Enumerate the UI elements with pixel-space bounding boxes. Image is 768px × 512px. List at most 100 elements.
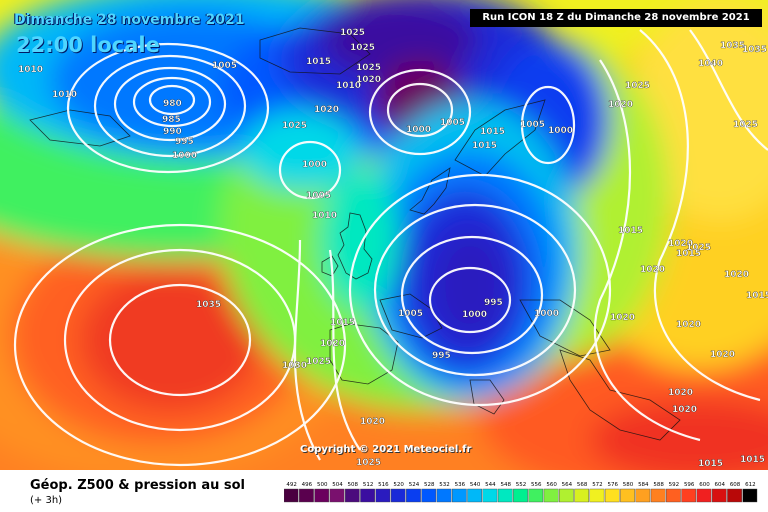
scale-tick-label: 560	[546, 482, 557, 488]
isobar-label: 1015	[676, 249, 701, 259]
isobar-label: 1005	[398, 309, 423, 319]
scale-swatch	[513, 488, 528, 503]
scale-swatch	[604, 488, 620, 503]
legend-title: Géop. Z500 & pression au sol	[30, 478, 245, 493]
scale-swatch	[620, 488, 635, 503]
scale-swatch	[650, 488, 666, 503]
isobar-label: 995	[432, 351, 451, 361]
isobar-label: 1015	[740, 455, 765, 465]
isobar-label: 1015	[472, 141, 497, 151]
isobar-label: 1000	[302, 160, 327, 170]
scale-tick-label: 500	[317, 482, 328, 488]
scale-swatch	[574, 488, 590, 503]
copyright-notice: Copyright © 2021 Meteociel.fr	[300, 444, 472, 455]
scale-swatch	[681, 488, 697, 503]
isobar-label: 1010	[312, 211, 337, 221]
scale-swatch	[314, 488, 330, 503]
isobar-label: 1015	[698, 459, 723, 469]
scale-tick-label: 548	[500, 482, 511, 488]
isobar-label: 1020	[314, 105, 339, 115]
scale-swatch	[299, 488, 314, 503]
legend-subtitle: (+ 3h)	[30, 495, 63, 506]
isobar-label: 1020	[710, 350, 735, 360]
scale-tick-label: 520	[393, 482, 404, 488]
scale-tick-label: 556	[531, 482, 542, 488]
pressure-map: 1010101010059809859909951000100010051010…	[0, 0, 768, 470]
scale-tick-label: 544	[485, 482, 496, 488]
scale-tick-label: 584	[638, 482, 649, 488]
scale-swatch	[543, 488, 559, 503]
isobar-label: 1030	[282, 361, 307, 371]
scale-tick-label: 536	[455, 482, 466, 488]
isobar-label: 1025	[625, 81, 650, 91]
isobar-label: 1005	[212, 61, 237, 71]
isobar-label: 1025	[350, 43, 375, 53]
scale-tick-label: 576	[607, 482, 618, 488]
scale-tick-label: 612	[745, 482, 756, 488]
scale-swatch	[360, 488, 375, 503]
isobar-label: 1025	[356, 63, 381, 73]
isobar-label: 1010	[18, 65, 43, 75]
scale-swatch	[635, 488, 651, 503]
isobar-label: 1025	[686, 243, 711, 253]
scale-swatch	[284, 488, 299, 503]
isobar-label: 1020	[356, 75, 381, 85]
scale-swatch	[696, 488, 712, 503]
isobar-label: 990	[163, 127, 182, 137]
isobar-label: 995	[175, 137, 194, 147]
scale-tick-label: 504	[332, 482, 343, 488]
isobar-label: 1025	[733, 120, 758, 130]
scale-swatch	[329, 488, 345, 503]
scale-swatch	[742, 488, 758, 503]
scale-swatch	[727, 488, 742, 503]
geopotential-color-scale: 492 496 500 504 508 512 516 520 524 528 532 536 540 5…	[284, 482, 758, 503]
isobar-labels: 1010101010059809859909951000100010051010…	[18, 28, 768, 469]
scale-tick-label: 564	[562, 482, 573, 488]
isobar-label: 1020	[676, 320, 701, 330]
scale-tick-label: 604	[715, 482, 726, 488]
isobar-label: 1035	[720, 41, 745, 51]
isobar-label: 1005	[520, 120, 545, 130]
scale-swatch	[666, 488, 681, 503]
scale-swatch	[711, 488, 727, 503]
scale-swatch	[344, 488, 360, 503]
scale-tick-label: 608	[730, 482, 741, 488]
scale-tick-label: 532	[439, 482, 450, 488]
scale-swatch	[406, 488, 421, 503]
isobar-label: 1025	[282, 121, 307, 131]
scale-swatch	[482, 488, 498, 503]
run-info-banner: Run ICON 18 Z du Dimanche 28 novembre 20…	[470, 9, 762, 27]
scale-tick-label: 588	[653, 482, 664, 488]
map-time-title: 22:00 locale	[16, 33, 160, 57]
isobar-label: 1020	[360, 417, 385, 427]
scale-tick-label: 580	[623, 482, 634, 488]
scale-tick-label: 508	[348, 482, 359, 488]
isobar-label: 1020	[672, 405, 697, 415]
isobar-label: 1025	[306, 357, 331, 367]
isobar-label: 1000	[172, 151, 197, 161]
scale-swatch	[497, 488, 513, 503]
isobar-label: 1040	[698, 59, 723, 69]
scale-tick-label: 524	[409, 482, 420, 488]
isobar-label: 1010	[336, 81, 361, 91]
isobar-label: 1000	[534, 309, 559, 319]
isobar-label: 1025	[356, 458, 381, 468]
isobar-label: 1015	[618, 226, 643, 236]
isobar-label: 1020	[320, 339, 345, 349]
isobar-label: 1015	[330, 318, 355, 328]
isobar-label: 985	[162, 115, 181, 125]
isobar-label: 995	[484, 298, 503, 308]
scale-swatch	[467, 488, 482, 503]
scale-tick-label: 600	[699, 482, 710, 488]
scale-swatch	[559, 488, 574, 503]
isobar-label: 1025	[340, 28, 365, 38]
isobar-label: 1005	[306, 191, 331, 201]
isobar-label: 1000	[406, 125, 431, 135]
scale-tick-label: 528	[424, 482, 435, 488]
scale-swatch	[390, 488, 406, 503]
scale-swatch	[589, 488, 605, 503]
isobar-label: 980	[163, 99, 182, 109]
isobar-label: 1000	[462, 310, 487, 320]
scale-swatch	[528, 488, 544, 503]
